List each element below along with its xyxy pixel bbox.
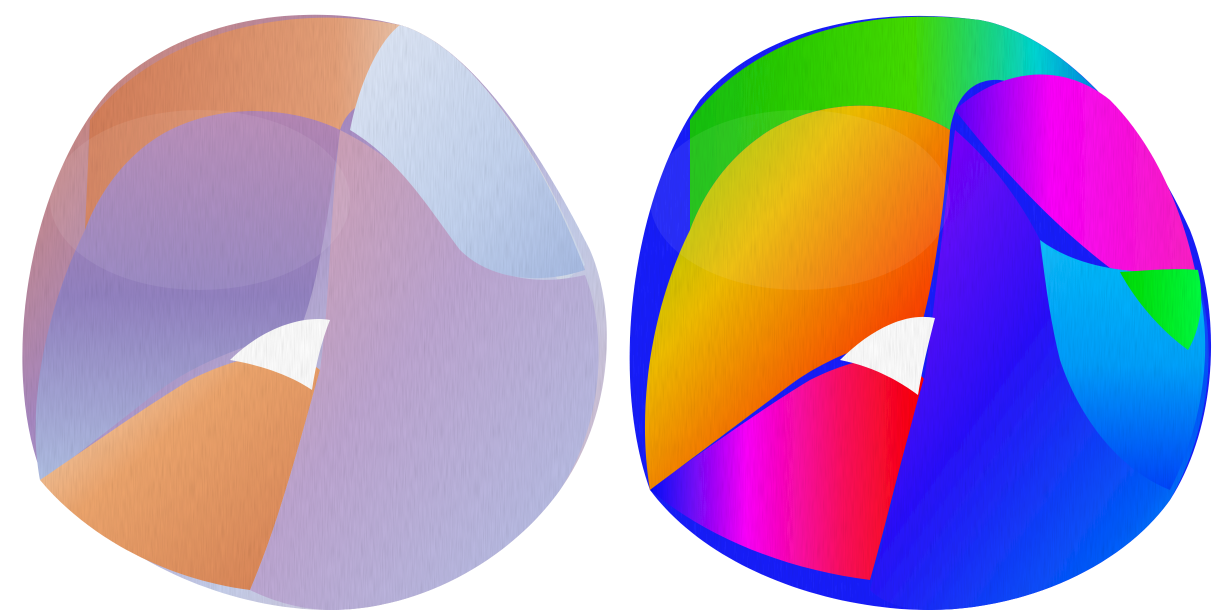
right-magenta-patch xyxy=(955,74,1195,273)
right-lower-band xyxy=(650,359,925,580)
right-front-face xyxy=(870,130,1209,610)
right-top-band xyxy=(690,16,1185,240)
left-lower-band xyxy=(40,355,320,590)
left-center-hole xyxy=(230,319,330,390)
right-inner-side xyxy=(644,105,950,490)
left-highlight xyxy=(50,110,350,290)
right-highlight xyxy=(650,110,950,290)
left-right-lobe xyxy=(350,25,585,279)
left-inner-side xyxy=(35,111,341,480)
left-front-face xyxy=(250,130,599,610)
left-pastel-surface xyxy=(22,14,607,610)
shading-overlays xyxy=(50,110,950,290)
right-rainbow-surface xyxy=(629,15,1212,610)
right-center-hole xyxy=(840,316,935,395)
right-green-sliver xyxy=(1120,269,1202,350)
